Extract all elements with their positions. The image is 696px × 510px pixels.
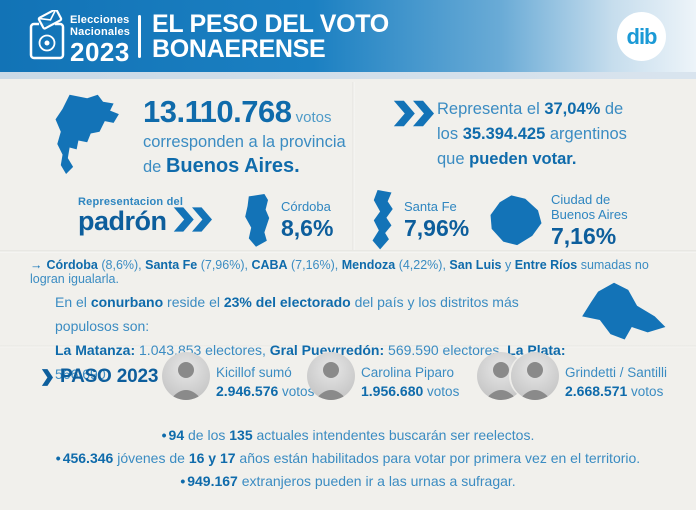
- page-title-line2: BONAERENSE: [152, 35, 326, 63]
- candidate-name: Grindetti / Santilli: [565, 365, 668, 380]
- comparison-text: Córdoba (8,6%), Santa Fe (7,96%), CABA (…: [30, 258, 649, 286]
- paso-label-text: PASO 2023: [60, 366, 159, 387]
- votes-province-name: Buenos Aires.: [165, 155, 300, 177]
- candidate-votes-unit: votos: [627, 384, 664, 399]
- candidate-votes: 2.668.571 votos: [565, 382, 667, 401]
- header-bottom-strip: [0, 72, 696, 79]
- page-title: EL PESO DEL VOTO BONAERENSE: [152, 12, 389, 62]
- candidate-votes: 2.946.576 votos: [216, 382, 314, 401]
- candidate-votes-unit: votos: [278, 384, 315, 399]
- padron-item-name: Santa Fe: [404, 199, 457, 214]
- national-share-text: Representa el 37,04% de los 35.394.425 a…: [437, 97, 667, 172]
- fact-text: 94 de los 135 actuales intendentes busca…: [168, 427, 535, 443]
- padron-item-santafe: Santa Fe 7,96%: [404, 199, 469, 242]
- candidate-piparo: Carolina Piparo 1.956.680 votos: [361, 364, 459, 401]
- candidate-photo-santilli: [511, 352, 559, 400]
- santa-fe-map-shape: [366, 190, 398, 255]
- facts-list: • 94 de los 135 actuales intendentes busc…: [0, 424, 696, 493]
- conurbano-line2: La Matanza: 1.043.853 electores, Gral Pu…: [55, 342, 566, 382]
- votes-line2: corresponden a la provincia: [143, 133, 346, 151]
- conurbano-line1: En el conurbano reside el 23% del electo…: [55, 294, 519, 334]
- candidate-votes-number: 1.956.680: [361, 383, 424, 399]
- header-divider: [138, 15, 141, 58]
- votes-headline: 13.110.768 votos: [143, 94, 346, 130]
- candidate-votes-number: 2.946.576: [216, 383, 279, 399]
- padron-item-cordoba: Córdoba 8,6%: [281, 199, 333, 242]
- comparison-line: → Córdoba (8,6%), Santa Fe (7,96%), CABA …: [30, 258, 680, 286]
- padron-label-small: Representacion del: [78, 196, 184, 208]
- caba-map-shape: [487, 193, 545, 253]
- votes-unit: votos: [291, 109, 332, 126]
- padron-item-caba: Ciudad de Buenos Aires 7,16%: [551, 192, 628, 250]
- ballot-box-icon: [26, 8, 70, 67]
- fact-text: 949.167 extranjeros pueden ir a las urna…: [187, 473, 516, 489]
- event-line2: Nacionales: [70, 26, 131, 38]
- fact-intendentes: • 94 de los 135 actuales intendentes busc…: [0, 424, 696, 447]
- padron-item-pct: 8,6%: [281, 215, 334, 241]
- paper-crease: [352, 82, 355, 250]
- fact-text: 456.346 jóvenes de 16 y 17 años están ha…: [62, 450, 641, 466]
- candidate-photo-piparo: [307, 352, 355, 400]
- share-line2: los 35.394.425 argentinos: [437, 125, 627, 143]
- candidate-photo-kicillof: [162, 352, 210, 400]
- candidate-name: Kicillof sumó: [216, 365, 292, 380]
- paper-crease: [0, 345, 696, 348]
- double-chevron-icon: [392, 100, 434, 132]
- votes-summary: 13.110.768 votos corresponden a la provi…: [143, 94, 346, 178]
- event-line1: Elecciones: [70, 14, 130, 26]
- fact-extranjeros: • 949.167 extranjeros pueden ir a las urn…: [0, 470, 696, 493]
- candidate-grindetti-santilli: Grindetti / Santilli 2.668.571 votos: [565, 364, 667, 401]
- bullet-icon: •: [161, 427, 167, 443]
- candidate-kicillof: Kicillof sumó 2.946.576 votos: [216, 364, 314, 401]
- header-banner: Elecciones Nacionales 2023 EL PESO DEL V…: [0, 0, 696, 72]
- padron-item-pct: 7,16%: [551, 223, 617, 249]
- candidate-votes: 1.956.680 votos: [361, 382, 459, 401]
- event-year: 2023: [70, 37, 130, 67]
- votes-line3: de Buenos Aires.: [143, 155, 346, 178]
- candidate-name: Carolina Piparo: [361, 365, 455, 380]
- dib-logo: dib: [617, 12, 666, 61]
- candidate-votes-unit: votos: [423, 384, 460, 399]
- event-label: Elecciones Nacionales 2023: [70, 14, 130, 66]
- right-arrow-icon: →: [30, 258, 43, 272]
- paper-crease: [0, 250, 696, 253]
- buenos-aires-province-map-shape: [52, 92, 140, 187]
- paso-2023-label: PASO 2023: [40, 366, 158, 388]
- cordoba-map-shape: [238, 194, 274, 253]
- padron-item-name2: Buenos Aires: [551, 207, 628, 222]
- padron-label: Representacion del padrón: [78, 196, 183, 237]
- double-chevron-icon: [172, 207, 212, 237]
- fact-jovenes: • 456.346 jóvenes de 16 y 17 años están h…: [0, 447, 696, 470]
- padron-label-big: padrón: [78, 206, 167, 236]
- page-title-line1: EL PESO DEL VOTO: [152, 10, 389, 38]
- single-chevron-icon: [41, 368, 53, 386]
- conurbano-paragraph: En el conurbano reside el 23% del electo…: [55, 290, 575, 386]
- padron-item-name: Córdoba: [281, 199, 331, 214]
- bullet-icon: •: [55, 450, 61, 466]
- share-line3: que pueden votar.: [437, 150, 577, 168]
- votes-line3-prefix: de: [143, 158, 166, 176]
- share-line1: Representa el 37,04% de: [437, 100, 624, 118]
- candidate-votes-number: 2.668.571: [565, 383, 628, 399]
- padron-item-pct: 7,96%: [404, 215, 470, 241]
- padron-item-name: Ciudad de: [551, 192, 611, 207]
- dib-logo-text: dib: [626, 23, 658, 49]
- votes-number: 13.110.768: [143, 94, 292, 129]
- bullet-icon: •: [180, 473, 186, 489]
- conurbano-map-shape: [572, 281, 672, 348]
